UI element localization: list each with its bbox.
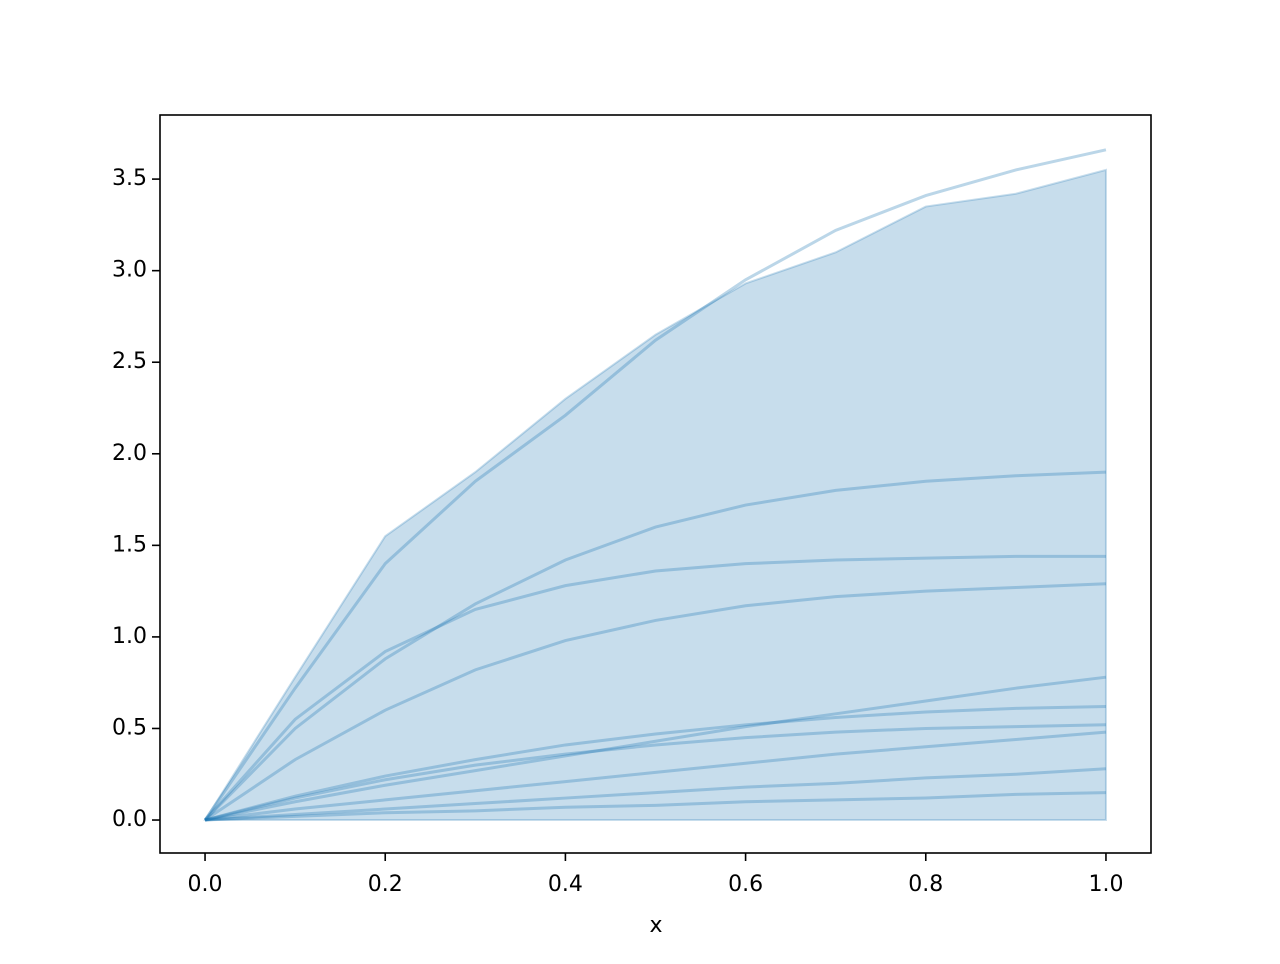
y-tick-label: 0.5 bbox=[112, 715, 147, 740]
series-line bbox=[204, 730, 1107, 822]
x-tick-label: 0.6 bbox=[728, 872, 763, 897]
y-tick-label: 1.5 bbox=[112, 532, 147, 557]
y-tick-label: 3.0 bbox=[112, 258, 147, 283]
series-line bbox=[203, 554, 1106, 822]
x-axis-label: x bbox=[649, 913, 662, 938]
series-line bbox=[203, 470, 1107, 822]
x-tick-label: 0.0 bbox=[188, 872, 223, 897]
y-tick-label: 0.0 bbox=[112, 807, 147, 832]
y-tick-label: 3.5 bbox=[112, 166, 147, 191]
band bbox=[203, 168, 1107, 822]
series-line bbox=[204, 791, 1106, 822]
y-tick-label: 1.0 bbox=[112, 624, 147, 649]
series-line bbox=[204, 704, 1106, 822]
x-tick-label: 1.0 bbox=[1088, 872, 1123, 897]
y-tick-label: 2.0 bbox=[112, 441, 147, 466]
series-line bbox=[204, 675, 1107, 822]
x-tick-label: 0.2 bbox=[368, 872, 403, 897]
series-line bbox=[204, 582, 1107, 822]
plot-frame bbox=[159, 114, 1152, 854]
series-line bbox=[204, 723, 1106, 822]
y-tick-label: 2.5 bbox=[112, 349, 147, 374]
series-line bbox=[203, 148, 1107, 821]
x-tick-label: 0.4 bbox=[548, 872, 583, 897]
x-tick-label: 0.8 bbox=[908, 872, 943, 897]
series-line bbox=[204, 767, 1107, 822]
